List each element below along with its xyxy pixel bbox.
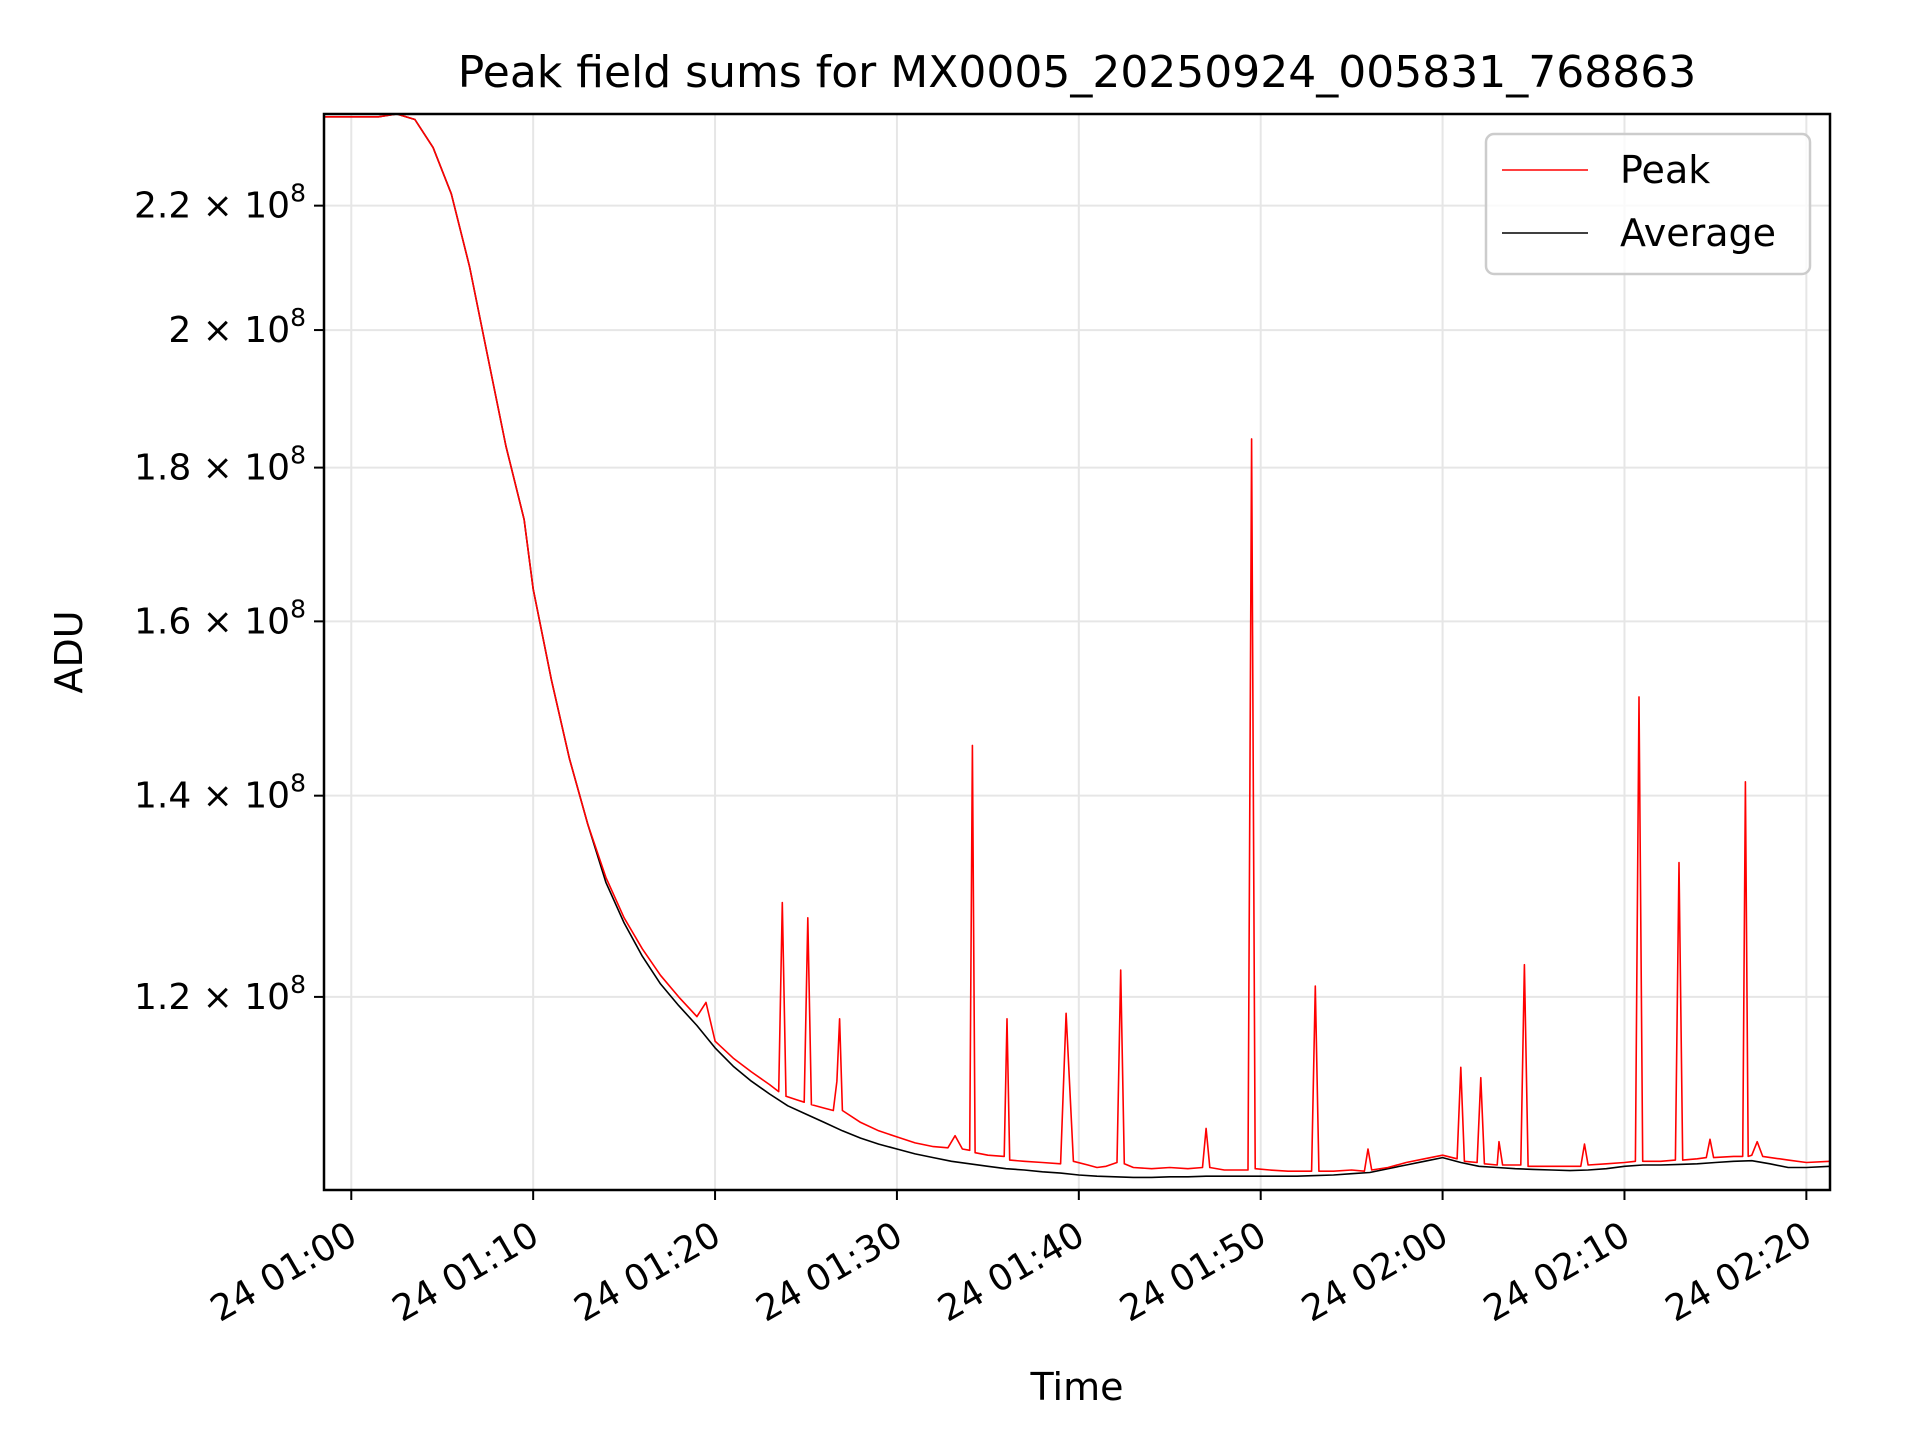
y-tick-label: 2 × 108 [168,303,306,351]
x-axis-label: Time [1030,1365,1124,1409]
plot-frame [322,112,1832,1192]
y-tick-label: 2.2 × 108 [134,179,306,227]
series-line-average [324,114,1830,1179]
legend: Peak Average [1484,132,1812,276]
legend-box [1484,132,1812,276]
y-axis-label: ADU [47,610,91,693]
y-tick-label: 1.2 × 108 [134,970,306,1018]
chart-title: Peak field sums for MX0005_20250924_0058… [458,47,1696,98]
y-axis-ticks: 1.2 × 108 1.4 × 108 1.6 × 108 1.8 × 108 2 × … [134,179,324,1018]
y-tick-label: 1.8 × 108 [134,441,306,489]
plot-area [324,114,1830,1179]
series-line-peak [324,114,1830,1172]
legend-label-peak: Peak [1620,148,1710,192]
grid [324,114,1830,1190]
y-tick-label: 1.6 × 108 [134,594,306,642]
y-tick-label: 1.4 × 108 [134,769,306,817]
legend-label-average: Average [1620,211,1776,255]
